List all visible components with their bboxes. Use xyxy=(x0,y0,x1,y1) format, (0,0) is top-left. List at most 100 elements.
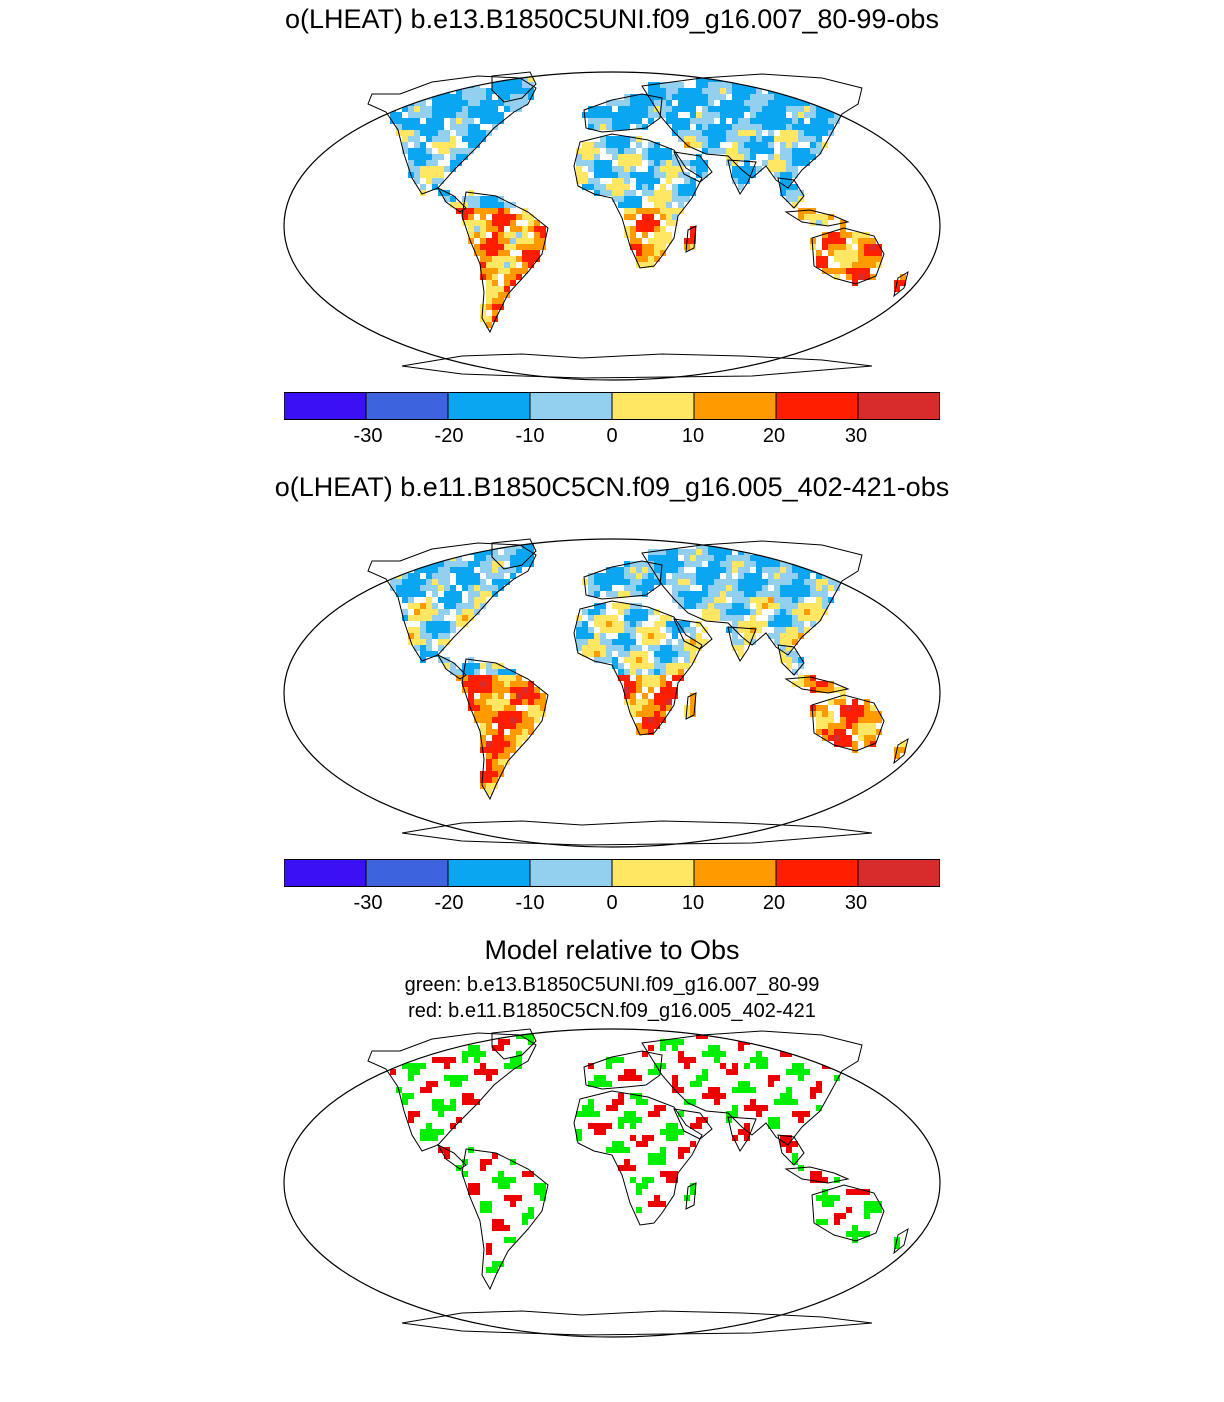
map-cell xyxy=(702,1033,708,1039)
map-cell xyxy=(786,561,792,567)
map-cell xyxy=(492,274,498,280)
map-cell xyxy=(702,615,708,621)
map-cell xyxy=(780,609,786,615)
map-cell xyxy=(660,579,666,585)
map-cell xyxy=(642,184,648,190)
map-cell xyxy=(642,663,648,669)
map-cell xyxy=(456,130,462,136)
map-cell xyxy=(714,573,720,579)
map-cell xyxy=(450,118,456,124)
map-cell xyxy=(870,244,876,250)
map-cell xyxy=(726,148,732,154)
map-cell xyxy=(474,232,480,238)
map-cell xyxy=(696,112,702,118)
map-cell xyxy=(738,609,744,615)
map-cell xyxy=(786,76,792,82)
map-cell xyxy=(438,555,444,561)
map-cell xyxy=(612,573,618,579)
map-cell xyxy=(816,256,822,262)
map-cell xyxy=(768,1081,774,1087)
map-cell xyxy=(786,1069,792,1075)
map-cell xyxy=(768,1123,774,1129)
map-cell xyxy=(486,298,492,304)
map-cell xyxy=(846,1231,852,1237)
map-cell xyxy=(756,130,762,136)
map-cell xyxy=(606,1147,612,1153)
map-cell xyxy=(540,1195,546,1201)
map-cell xyxy=(606,615,612,621)
map-cell xyxy=(408,579,414,585)
map-cell xyxy=(696,100,702,106)
map-cell xyxy=(786,160,792,166)
map-cell xyxy=(426,112,432,118)
map-cell xyxy=(828,82,834,88)
map-cell xyxy=(438,172,444,178)
map-cell xyxy=(516,214,522,220)
map-cell xyxy=(780,657,786,663)
map-cell xyxy=(726,100,732,106)
map-cell xyxy=(822,711,828,717)
map-cell xyxy=(780,615,786,621)
map-cell xyxy=(780,627,786,633)
map-cell xyxy=(774,112,780,118)
map-cell xyxy=(768,621,774,627)
map-cell xyxy=(420,106,426,112)
map-cell xyxy=(654,100,660,106)
map-cell xyxy=(684,549,690,555)
map-cell xyxy=(750,561,756,567)
map-cell xyxy=(660,687,666,693)
map-cell xyxy=(732,166,738,172)
map-cell xyxy=(642,220,648,226)
map-cell xyxy=(624,1147,630,1153)
map-cell xyxy=(534,226,540,232)
map-cell xyxy=(462,549,468,555)
map-cell xyxy=(480,1159,486,1165)
map-cell xyxy=(456,148,462,154)
map-cell xyxy=(486,687,492,693)
map-cell xyxy=(456,615,462,621)
map-cell xyxy=(582,645,588,651)
map-cell xyxy=(420,651,426,657)
map-cell xyxy=(696,591,702,597)
map-cell xyxy=(684,663,690,669)
map-cell xyxy=(756,1111,762,1117)
map-cell xyxy=(660,250,666,256)
map-cell xyxy=(432,142,438,148)
map-cell xyxy=(660,88,666,94)
map-cell xyxy=(588,579,594,585)
map-cell xyxy=(744,166,750,172)
map-cell xyxy=(588,591,594,597)
map-cell xyxy=(786,555,792,561)
map-cell xyxy=(690,106,696,112)
map-cell xyxy=(468,136,474,142)
map-cell xyxy=(786,621,792,627)
map-cell xyxy=(528,76,534,82)
map-cell xyxy=(486,280,492,286)
map-cell xyxy=(510,1195,516,1201)
map-cell xyxy=(450,567,456,573)
map-cell xyxy=(492,256,498,262)
map-cell xyxy=(720,603,726,609)
map-cell xyxy=(834,118,840,124)
map-cell xyxy=(624,214,630,220)
map-cell xyxy=(426,160,432,166)
map-cell xyxy=(468,1099,474,1105)
map-cell xyxy=(642,172,648,178)
map-cell xyxy=(738,130,744,136)
map-cell xyxy=(684,591,690,597)
map-cell xyxy=(432,573,438,579)
map-cell xyxy=(768,549,774,555)
map-cell xyxy=(732,633,738,639)
map-cell xyxy=(420,184,426,190)
map-cell xyxy=(828,687,834,693)
map-cell xyxy=(714,148,720,154)
map-cell xyxy=(792,621,798,627)
map-cell xyxy=(504,1063,510,1069)
map-cell xyxy=(660,1153,666,1159)
map-cell xyxy=(630,615,636,621)
map-cell xyxy=(468,573,474,579)
map-cell xyxy=(840,88,846,94)
map-cell xyxy=(480,1051,486,1057)
map-cell xyxy=(504,1039,510,1045)
map-cell xyxy=(672,208,678,214)
